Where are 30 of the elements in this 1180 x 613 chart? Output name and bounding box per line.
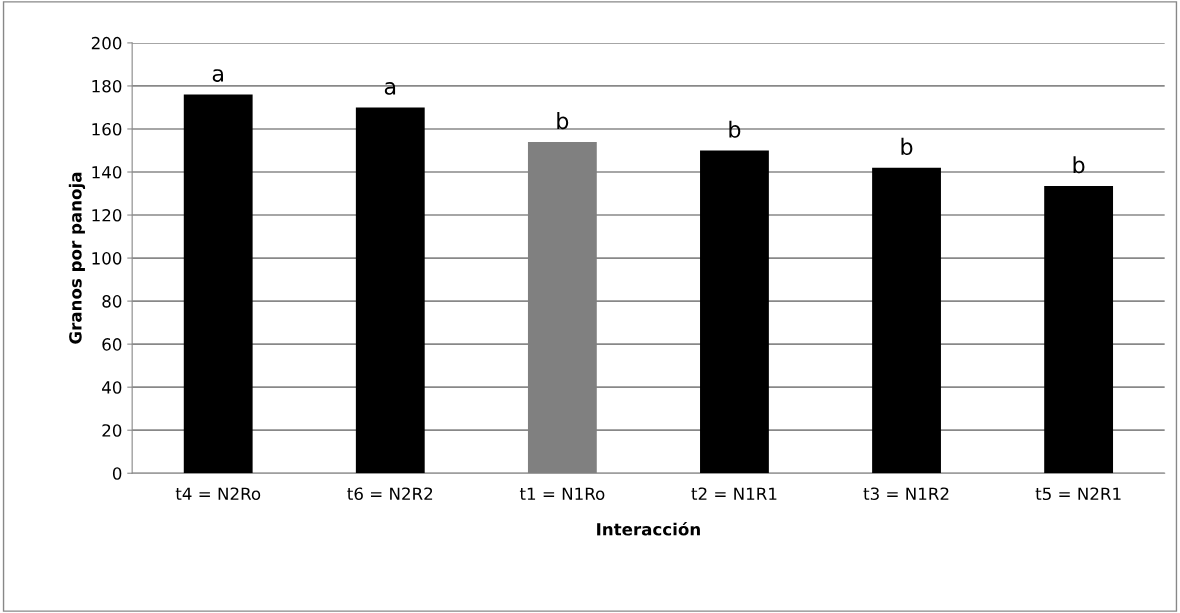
bar — [700, 150, 769, 474]
y-axis-title: Granos por panoja — [68, 172, 86, 344]
annotation: b — [557, 112, 569, 130]
y-tick-label: 40 — [102, 381, 122, 394]
x-tick-label: t5 = N2R1 — [1035, 487, 1121, 501]
y-tick-label: 200 — [91, 36, 122, 50]
x-tick-label: t4 = N2Ro — [175, 487, 261, 501]
x-axis-title: Interacción — [597, 522, 700, 536]
annotation: b — [1073, 156, 1085, 174]
x-tick-label: t6 = N2R2 — [347, 487, 433, 501]
x-tick-label: t3 = N1R2 — [863, 487, 949, 501]
annotation: b — [901, 137, 913, 156]
bar — [872, 167, 941, 474]
annotation: a — [384, 82, 396, 95]
bar — [1044, 185, 1114, 474]
y-tick-label: 60 — [102, 338, 122, 351]
y-tick-label: 20 — [102, 424, 122, 437]
y-tick-label: 160 — [92, 122, 122, 136]
y-tick-label: 140 — [92, 165, 122, 179]
y-tick-label: 100 — [92, 252, 122, 265]
annotation: b — [729, 120, 741, 138]
bar — [355, 107, 425, 474]
annotation: a — [212, 69, 223, 82]
x-tick-label: t1 = N1Ro — [519, 487, 605, 501]
y-tick-label: 180 — [92, 79, 122, 93]
y-tick-label: 120 — [92, 209, 122, 222]
y-tick-label: 80 — [102, 295, 122, 308]
x-tick-label: t2 = N1R1 — [691, 487, 777, 500]
y-tick-label: 0 — [112, 467, 122, 480]
bar — [183, 94, 253, 474]
